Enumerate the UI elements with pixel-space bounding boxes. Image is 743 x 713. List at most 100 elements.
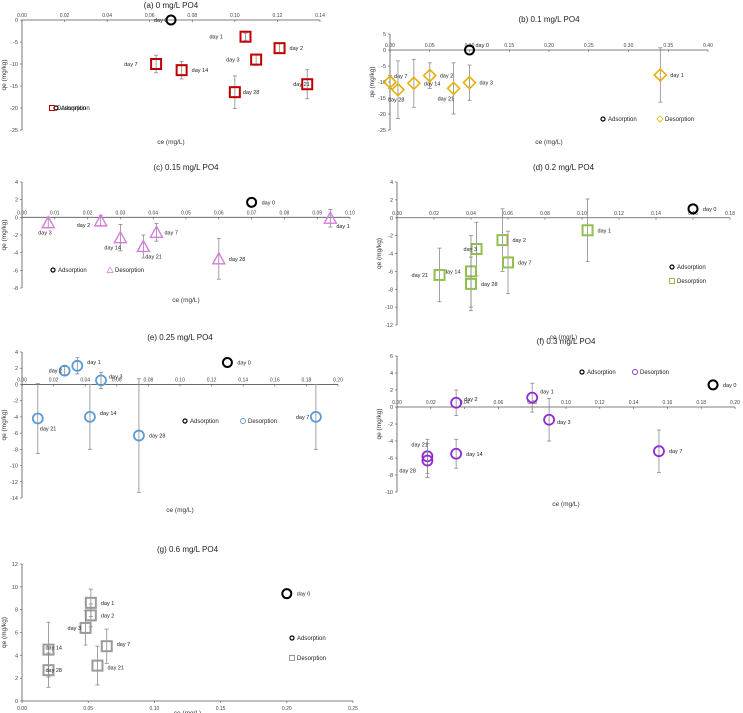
legend-adsorption-marker [669, 264, 675, 270]
point-label: day 14 [192, 68, 209, 74]
y-axis-title: qe (mg/kg) [376, 408, 383, 439]
legend-adsorption-label: Adsorption [190, 419, 219, 425]
point-label: day 2 [290, 46, 303, 52]
y-tick-label: -8 [388, 473, 393, 479]
point-label: day 3 [109, 374, 122, 380]
chart-panel-2: (b) 0.1 mg/L PO4 5 0 -5 -10 -15 -20 -25 0.00 0.05… [369, 15, 713, 146]
x-tick-label: 0.02 [49, 377, 59, 383]
x-tick-label: 0.14 [629, 400, 639, 406]
y-axis-title: qe (mg/kg) [1, 617, 8, 648]
y-axis-title: qe (mg/kg) [1, 219, 8, 250]
desorption-point [309, 410, 322, 423]
x-tick-label: 0.05 [425, 43, 435, 49]
x-tick-label: 0.00 [392, 211, 402, 217]
x-tick-label: 0.14 [315, 13, 325, 19]
x-tick-label: 0.06 [214, 210, 224, 216]
y-tick-label: 4 [15, 180, 18, 186]
x-tick-label: 0.16 [663, 400, 673, 406]
legend-desorption-label: Desorption [640, 370, 669, 376]
chart-panel-6: (f) 0.3 mg/L PO4 6 4 2 0 -2 -4 -6 -8 -10 0.00 0.02 0… [376, 337, 740, 508]
desorption-point [446, 81, 461, 96]
point-label: day 3 [68, 626, 81, 632]
x-tick-label: 0.20 [730, 400, 740, 406]
x-tick-label: 0.40 [703, 43, 713, 49]
x-tick-label: 0.20 [333, 377, 343, 383]
point-label: day 3 [480, 81, 493, 87]
legend-desorption-marker [632, 369, 638, 375]
legend-desorption-marker [49, 105, 55, 111]
point-label: day 2 [77, 223, 90, 229]
x-tick-label: 0.12 [614, 211, 624, 217]
y-tick-label: -10 [10, 62, 18, 68]
x-tick-label: 0.15 [504, 43, 514, 49]
x-tick-label: 0.10 [561, 400, 571, 406]
chart-title: (d) 0.2 mg/L PO4 [533, 163, 595, 172]
legend-desorption-label: Desorption [57, 106, 86, 112]
desorption-point [421, 454, 434, 467]
y-tick-label: 6 [390, 354, 393, 360]
x-tick-label: 0.09 [312, 210, 322, 216]
point-label: day 1 [87, 360, 100, 366]
x-tick-label: 0.30 [624, 43, 634, 49]
point-label: day 3 [38, 231, 51, 237]
y-tick-label: -8 [13, 447, 18, 453]
desorption-point [58, 364, 71, 377]
legend-desorption-label: Desorption [248, 419, 277, 425]
point-label: day 7 [296, 415, 309, 421]
y-tick-label: -4 [13, 251, 18, 257]
desorption-point [31, 412, 44, 425]
adsorption-point [707, 379, 719, 391]
y-tick-label: -10 [385, 490, 393, 496]
y-tick-label: -25 [378, 128, 386, 134]
x-tick-label: 0.10 [577, 211, 587, 217]
x-tick-label: 0.35 [663, 43, 673, 49]
legend-desorption-label: Desorption [115, 268, 144, 274]
y-tick-label: -2 [13, 233, 18, 239]
desorption-point [273, 42, 286, 55]
point-label: day 7 [164, 230, 177, 236]
point-label: day 2 [512, 238, 525, 244]
chart-legend: Adsorption Desorption [182, 418, 277, 425]
x-tick-label: 0.02 [429, 211, 439, 217]
point-label: day 21 [293, 82, 310, 88]
legend-adsorption-label: Adsorption [677, 265, 706, 271]
desorption-point [543, 413, 555, 426]
x-tick-label: 0.05 [181, 210, 191, 216]
x-tick-label: 0.03 [116, 210, 126, 216]
legend-desorption-marker [669, 278, 675, 284]
point-label: day 1 [540, 390, 553, 396]
x-tick-label: 0.04 [148, 210, 158, 216]
x-tick-label: 0.08 [280, 210, 290, 216]
x-tick-label: 0.12 [273, 13, 283, 19]
point-label: day 3 [557, 420, 570, 426]
point-label: day 3 [226, 58, 239, 64]
desorption-point [239, 30, 252, 43]
desorption-point [250, 53, 263, 66]
y-tick-label: -14 [10, 496, 18, 502]
legend-adsorption-marker [579, 369, 585, 375]
y-tick-label: 0 [15, 215, 18, 221]
x-tick-label: 0.07 [247, 210, 257, 216]
desorption-point [133, 429, 145, 442]
point-label: day 28 [399, 469, 416, 475]
desorption-point [175, 64, 188, 77]
chart-title: (e) 0.25 mg/L PO4 [147, 333, 213, 342]
x-tick-label: 0.18 [302, 377, 312, 383]
desorption-point [211, 251, 226, 265]
x-tick-label: 0.25 [348, 706, 358, 712]
x-tick-label: 0.18 [696, 400, 706, 406]
x-axis-title: ce (mg/L) [552, 501, 579, 508]
y-tick-label: 0 [390, 405, 393, 411]
y-tick-label: 12 [12, 562, 18, 568]
point-label: day 2 [49, 369, 62, 375]
x-tick-label: 0.02 [426, 400, 436, 406]
point-label: day 2 [440, 74, 453, 80]
x-axis-title: ce (mg/L) [550, 334, 577, 341]
point-label: day 2 [464, 397, 477, 403]
legend-desorption-label: Desorption [665, 117, 694, 123]
x-tick-label: 0.04 [80, 377, 90, 383]
y-axis-title: qe (mg/kg) [376, 238, 383, 269]
